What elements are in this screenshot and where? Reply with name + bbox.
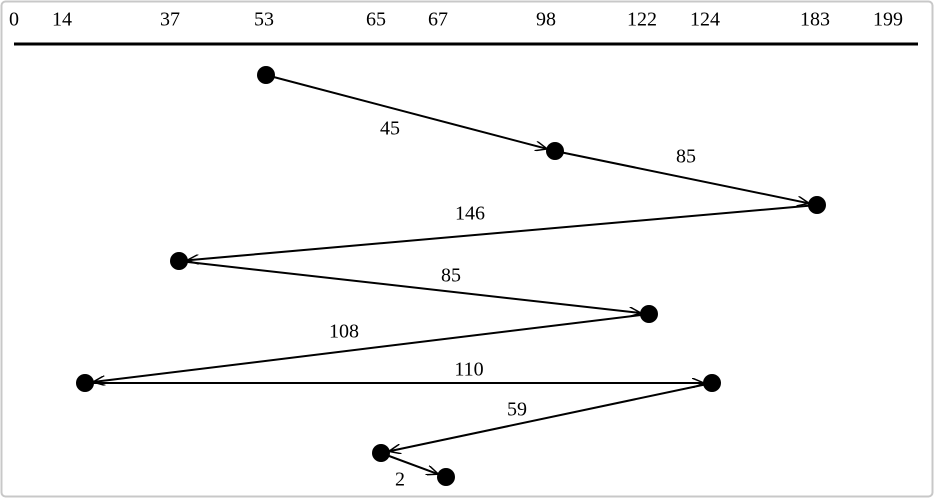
node [76, 374, 94, 392]
node [437, 468, 455, 486]
tick-label: 65 [366, 9, 386, 31]
node [546, 142, 564, 160]
tick-label: 199 [873, 9, 903, 31]
tick-label: 98 [536, 9, 556, 31]
tick-label: 53 [254, 9, 274, 31]
edge-label: 45 [380, 118, 400, 140]
tick-label: 37 [160, 9, 180, 31]
tick-label: 14 [52, 9, 72, 31]
edge-arrow [188, 204, 818, 260]
node [808, 196, 826, 214]
edge-label: 108 [329, 321, 359, 343]
edge-label: 110 [454, 359, 483, 381]
node [703, 374, 721, 392]
edge-label: 146 [455, 203, 485, 225]
node [640, 305, 658, 323]
edge-label: 2 [395, 469, 405, 491]
edge-arrow [390, 382, 713, 451]
edge-arrow [94, 313, 650, 382]
tick-label: 122 [627, 9, 657, 31]
tick-label: 67 [428, 9, 448, 31]
tick-label: 124 [690, 9, 720, 31]
node [257, 66, 275, 84]
edge-label: 85 [676, 146, 696, 168]
edge-arrow [265, 74, 546, 149]
edge-label: 85 [441, 265, 461, 287]
edge-arrow [554, 150, 808, 203]
tick-label: 183 [800, 9, 830, 31]
node [170, 252, 188, 270]
edge-label: 59 [507, 399, 527, 421]
node [372, 444, 390, 462]
edge-arrow [178, 260, 640, 313]
edge-arrow [380, 452, 438, 474]
tick-label: 0 [9, 9, 19, 31]
